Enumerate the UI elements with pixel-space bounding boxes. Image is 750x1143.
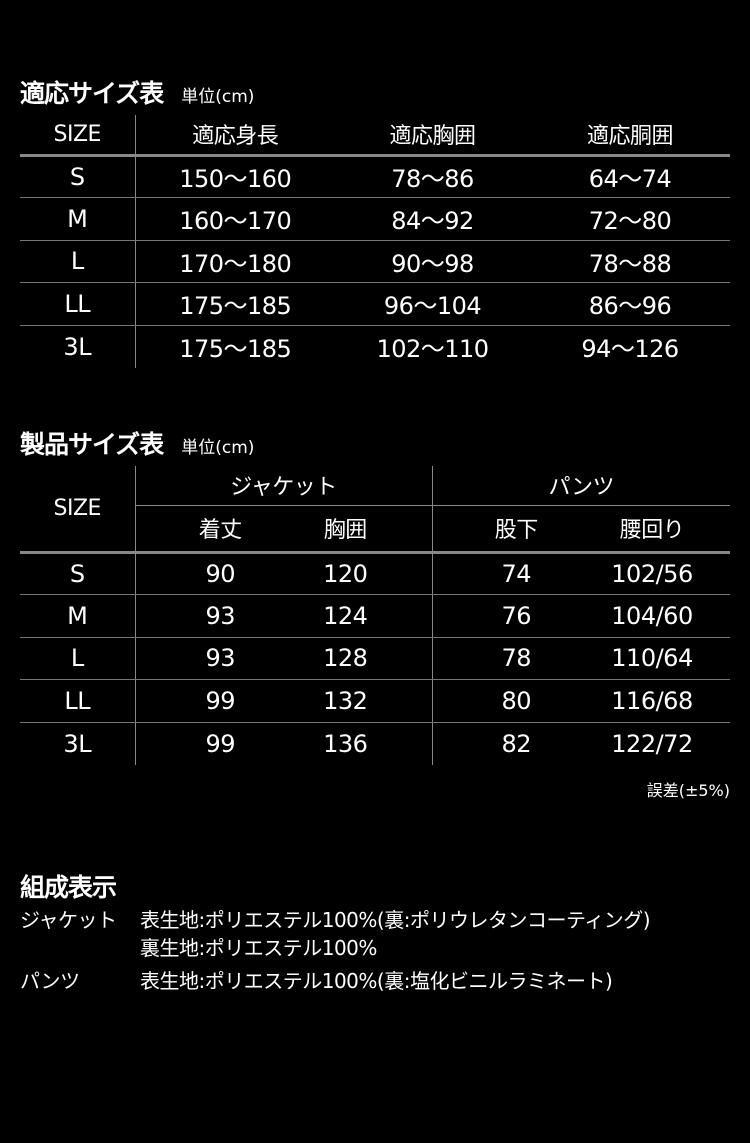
fit-table-unit: 単位(cm): [181, 87, 255, 107]
table-row: LL 175〜185 96〜104 86〜96: [20, 282, 730, 326]
composition-label-jacket: ジャケット: [20, 908, 117, 932]
cell: 102〜110: [376, 335, 489, 363]
composition-label-pants: パンツ: [20, 969, 80, 993]
composition-title: 組成表示: [20, 873, 117, 902]
cell: 80: [432, 679, 600, 723]
cell: 78: [432, 637, 600, 680]
table-row: 3L 99 136 82 122/72: [20, 722, 730, 765]
cell: 76: [432, 594, 600, 638]
cell: 86〜96: [530, 282, 730, 326]
cell: 102/56: [600, 552, 731, 595]
cell: 132: [305, 679, 433, 723]
cell-size: LL: [20, 679, 136, 723]
cell: 150〜160: [135, 155, 335, 198]
table-header-row: 着丈 胸囲 股下 腰回り: [20, 505, 731, 554]
header-chest: 適応胸囲: [335, 115, 530, 157]
cell: 160〜170: [135, 197, 335, 241]
cell: 93: [135, 637, 305, 680]
header-length: 着丈: [135, 505, 305, 554]
cell: 104/60: [600, 594, 731, 638]
cell: 93: [135, 594, 305, 638]
cell: 96〜104: [335, 282, 530, 326]
header-jacket: ジャケット: [135, 466, 433, 506]
cell: 136: [305, 722, 433, 765]
fit-table-title-text: 適応サイズ表: [20, 79, 164, 108]
table-row: S 90 120 74 102/56: [20, 552, 731, 595]
composition-text: 裏生地:ポリエステル100%: [140, 936, 377, 960]
cell: 124: [305, 594, 433, 638]
cell-size: L: [20, 240, 136, 283]
header-pants: パンツ: [432, 466, 731, 506]
cell: 74: [432, 552, 600, 595]
header-size: SIZE: [20, 466, 136, 554]
cell-size: 3L: [20, 722, 136, 765]
cell: 90〜98: [335, 240, 530, 283]
composition-text: 表生地:ポリエステル100%(裏:塩化ビニルラミネート): [140, 969, 613, 993]
table-row: M 160〜170 84〜92 72〜80: [20, 197, 730, 241]
cell: 175〜185: [179, 335, 292, 363]
cell: 78〜86: [335, 155, 530, 198]
table-row: L 170〜180 90〜98 78〜88: [20, 240, 730, 283]
table-row: L 93 128 78 110/64: [20, 637, 731, 680]
cell-size: M: [20, 197, 136, 241]
header-height: 適応身長: [135, 115, 335, 157]
table-header-row: SIZE 適応身長 適応胸囲 適応胴囲: [20, 115, 730, 157]
cell: 99: [205, 729, 236, 758]
cell: 94〜126: [581, 335, 679, 363]
cell: 170〜180: [135, 240, 335, 283]
cell-size: L: [20, 637, 136, 680]
table-row: LL 99 132 80 116/68: [20, 679, 731, 723]
cell: 72〜80: [530, 197, 730, 241]
header-waist: 適応胴囲: [530, 115, 730, 157]
cell: 128: [305, 637, 433, 680]
cell: 90: [135, 552, 305, 595]
fit-table-title: 適応サイズ表 単位(cm): [20, 74, 254, 110]
header-chest: 胸囲: [305, 505, 433, 554]
table-row: M 93 124 76 104/60: [20, 594, 731, 638]
cell: 84〜92: [335, 197, 530, 241]
cell: 122/72: [611, 729, 693, 758]
table-group-row: SIZE ジャケット パンツ: [20, 466, 731, 554]
cell: 120: [305, 552, 433, 595]
cell: 82: [501, 729, 532, 758]
cell-size: M: [20, 594, 136, 638]
cell-size: 3L: [20, 325, 136, 368]
cell: 116/68: [600, 679, 731, 723]
fit-size-table: SIZE 適応身長 適応胸囲 適応胴囲 S 150〜160 78〜86 64〜74 M…: [20, 115, 730, 368]
cell-size: S: [20, 155, 136, 198]
cell: 64〜74: [530, 155, 730, 198]
table-row: 3L 175〜185 102〜110 94〜126: [20, 325, 730, 368]
cell-size: S: [20, 552, 136, 595]
cell: 99: [135, 679, 305, 723]
product-size-table: SIZE ジャケット パンツ 着丈 胸囲 股下 腰回り S 90 120 74 102/…: [20, 466, 731, 765]
cell: 110/64: [600, 637, 731, 680]
product-table-title: 製品サイズ表 単位(cm): [20, 425, 254, 461]
cell-size: LL: [20, 282, 136, 326]
table-row: S 150〜160 78〜86 64〜74: [20, 155, 730, 198]
cell: 175〜185: [135, 282, 335, 326]
header-waist-hip: 腰回り: [600, 505, 731, 554]
product-table-unit: 単位(cm): [181, 438, 255, 458]
product-table-title-text: 製品サイズ表: [20, 430, 164, 459]
tolerance-note: 誤差(±5%): [646, 781, 730, 800]
composition-text: 表生地:ポリエステル100%(裏:ポリウレタンコーティング): [140, 908, 651, 932]
header-size: SIZE: [20, 115, 136, 157]
cell: 78〜88: [530, 240, 730, 283]
header-inseam: 股下: [432, 505, 600, 554]
